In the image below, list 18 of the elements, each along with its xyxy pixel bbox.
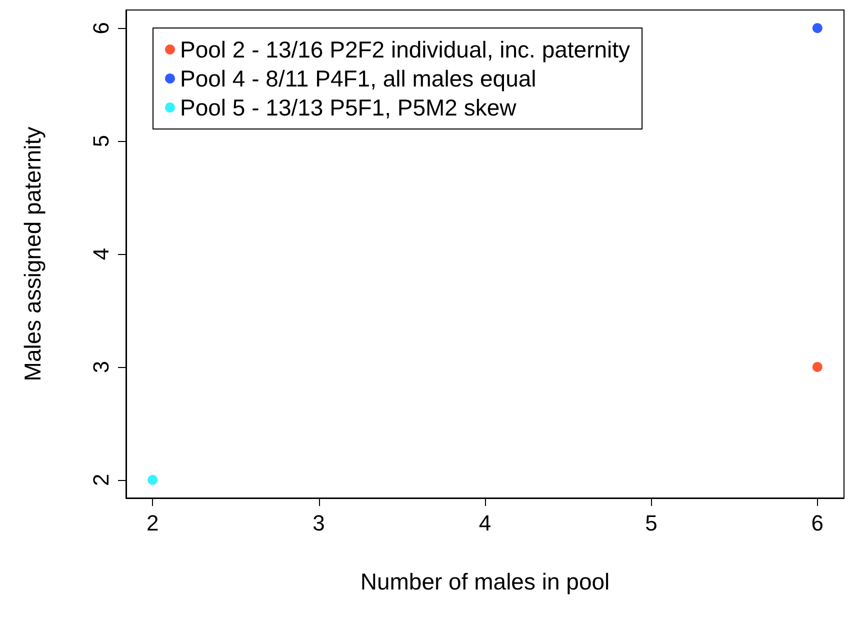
y-axis-title: Males assigned paternity [20,126,46,382]
y-tick-label: 2 [88,474,114,486]
y-tick-label: 6 [88,22,114,34]
legend-label: Pool 2 - 13/16 P2F2 individual, inc. paternity [180,36,631,62]
x-tick-label: 3 [312,510,325,536]
x-tick-label: 2 [146,510,159,536]
y-tick-label: 5 [88,134,114,148]
y-tick-label: 3 [88,360,114,374]
point [148,474,158,485]
point [812,362,822,372]
legend-label: Pool 5 - 13/13 P5F1, P5M2 skew [180,94,517,120]
x-tick-label: 5 [645,510,658,536]
x-axis-title: Number of males in pool [360,568,610,594]
x-tick-label: 4 [478,510,492,536]
y-tick-label: 4 [88,248,114,260]
point [812,23,822,34]
legend-label: Pool 4 - 8/11 P4F1, all males equal [180,66,536,92]
x-tick-label: 6 [811,510,824,536]
